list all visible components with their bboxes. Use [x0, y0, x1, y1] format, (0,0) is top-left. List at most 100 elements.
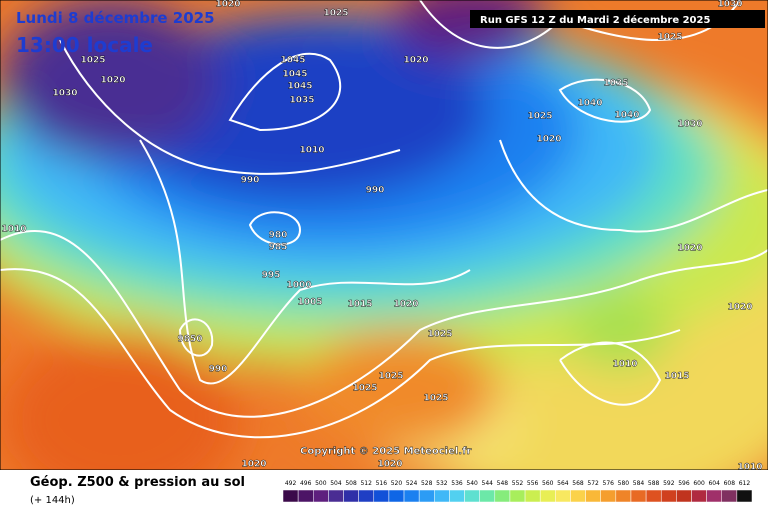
- scale-swatch: [418, 489, 435, 503]
- scale-label: 532: [436, 480, 448, 487]
- scale-label: 596: [678, 480, 690, 487]
- scale-label: 536: [451, 480, 463, 487]
- isobar-label: 9850: [177, 335, 202, 345]
- scale-label: 608: [724, 480, 736, 487]
- scale-label: 576: [603, 480, 615, 487]
- isobar-label: 1010: [299, 146, 324, 156]
- isobar-label: 1045: [282, 70, 307, 80]
- isobar-label: 1025: [323, 9, 348, 19]
- scale-label: 504: [330, 480, 342, 487]
- scale-swatch: [373, 489, 390, 503]
- scale-swatch: [509, 489, 526, 503]
- isobar-label: 1020: [536, 135, 561, 145]
- scale-label: 612: [739, 480, 751, 487]
- scale-swatch: [570, 489, 586, 503]
- scale-swatch: [524, 489, 541, 503]
- isobar-label: 1020: [100, 76, 125, 86]
- isobar-label: 1010: [1, 225, 26, 235]
- scale-label: 496: [300, 480, 312, 487]
- isobar-label: 1025: [80, 56, 105, 66]
- isobar-label: 1015: [347, 300, 372, 310]
- date: Lundi 8 décembre 2025: [16, 9, 215, 27]
- isobar-label: 1030: [677, 120, 702, 130]
- scale-label: 560: [542, 480, 554, 487]
- isobar-label: 1025: [657, 33, 682, 43]
- isobar-label: 1035: [289, 96, 314, 106]
- run: Run GFS 12 Z du Mardi 2 décembre 2025: [480, 14, 710, 26]
- scale-swatch: [721, 489, 738, 503]
- footer-lead: (+ 144h): [30, 495, 75, 506]
- scale-swatch: [282, 489, 299, 503]
- scale-label: 544: [482, 480, 494, 487]
- footer-title: Géop. Z500 & pression au sol: [30, 475, 245, 490]
- scale-swatch: [449, 489, 465, 503]
- isobar-label: 1010: [737, 463, 762, 473]
- isobar-label: 1045: [280, 56, 305, 66]
- isobar-label: 995: [262, 271, 281, 281]
- scale-swatch: [464, 489, 480, 503]
- scale-swatch: [691, 489, 707, 503]
- scale-swatch: [297, 489, 314, 503]
- isobar-label: 990: [241, 176, 260, 186]
- scale-swatch: [479, 489, 496, 503]
- scale-label: 548: [497, 480, 509, 487]
- scale-label: 512: [360, 480, 372, 487]
- isobar-label: 1020: [393, 300, 418, 310]
- isobar-label: 985: [269, 243, 288, 253]
- scale-label: 580: [618, 480, 630, 487]
- scale-label: 524: [406, 480, 418, 487]
- scale-swatch: [660, 489, 677, 503]
- isobar-label: 1030: [717, 0, 742, 10]
- scale-label: 600: [693, 480, 705, 487]
- run-box: [470, 10, 765, 28]
- scale-label: 540: [466, 480, 478, 487]
- isobar-label: 1015: [664, 372, 689, 382]
- scale-label: 564: [557, 480, 569, 487]
- isobar-label: 1020: [215, 0, 240, 10]
- scale-swatch: [585, 489, 601, 503]
- isobar-label: 1025: [352, 384, 377, 394]
- scale-label: 520: [391, 480, 403, 487]
- scale-label: 556: [527, 480, 539, 487]
- scale-label: 568: [572, 480, 584, 487]
- isobar-label: 1010: [612, 360, 637, 370]
- isobar-label: 1020: [241, 460, 266, 470]
- isobar-label: 990: [366, 186, 385, 196]
- scale-label: 528: [421, 480, 433, 487]
- isobar-label: 1035: [603, 79, 628, 89]
- scale-swatch: [328, 489, 344, 503]
- scale-swatch: [600, 489, 617, 503]
- isobar-label: 1005: [297, 298, 322, 308]
- scale-swatch: [630, 489, 647, 503]
- isobar-label: 1040: [614, 111, 639, 121]
- scale-swatch: [343, 489, 359, 503]
- copyright: Copyright © 2025 Meteociel.fr: [300, 446, 471, 457]
- scale-swatch: [539, 489, 556, 503]
- isobar-label: 1040: [577, 99, 602, 109]
- scale-label: 604: [708, 480, 720, 487]
- scale-swatch: [706, 489, 722, 503]
- scale-swatch: [645, 489, 662, 503]
- isobar-label: 990: [209, 365, 228, 375]
- isobar-label: 1020: [403, 56, 428, 66]
- isobar-label: 980: [269, 231, 288, 241]
- isobar-label: 1020: [727, 303, 752, 313]
- scale-label: 500: [315, 480, 327, 487]
- time: 13:00 locale: [16, 33, 153, 57]
- scale-label: 588: [648, 480, 660, 487]
- isobar-label: 1020: [677, 244, 702, 254]
- scale-swatch: [676, 489, 692, 503]
- scale-swatch: [313, 489, 329, 503]
- scale-label: 592: [663, 480, 675, 487]
- isobar-label: 1025: [427, 330, 452, 340]
- isobar-label: 1030: [52, 89, 77, 99]
- scale-label: 584: [633, 480, 645, 487]
- scale-swatch: [615, 489, 632, 503]
- scale-label: 508: [345, 480, 357, 487]
- isobar-label: 1025: [378, 372, 403, 382]
- scale-label: 552: [512, 480, 524, 487]
- isobar-label: 1000: [286, 281, 311, 291]
- scale-label: 492: [285, 480, 297, 487]
